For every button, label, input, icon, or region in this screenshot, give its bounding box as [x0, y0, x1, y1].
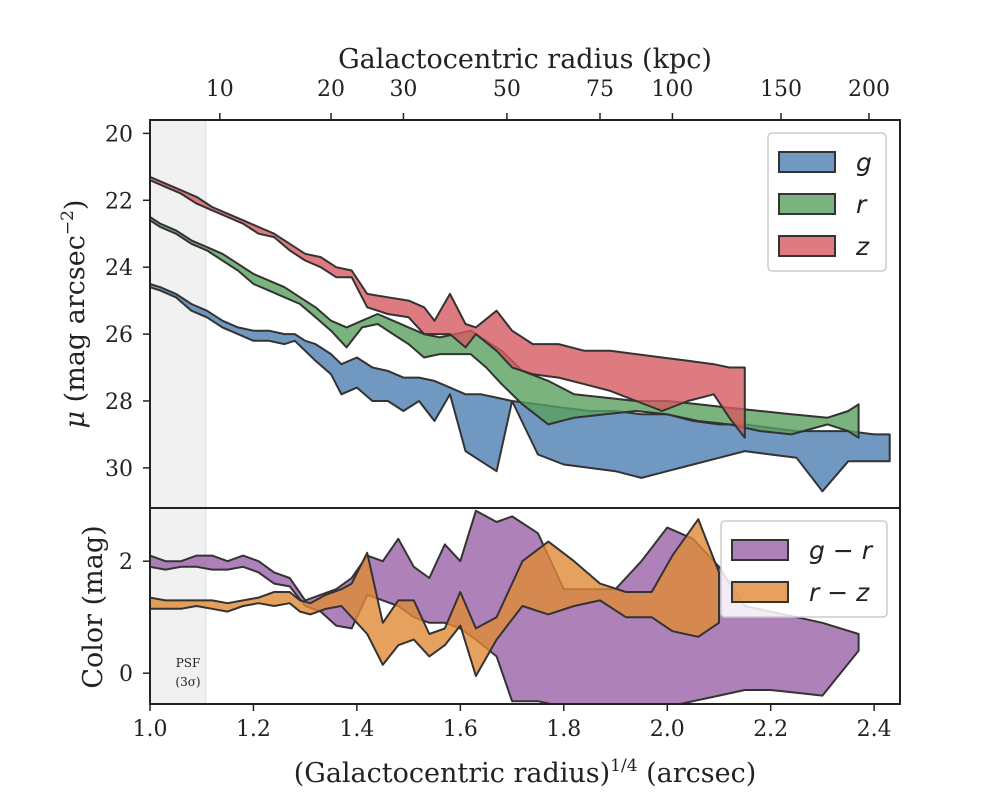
y-axis-label-unit: (mag arcsec	[60, 235, 91, 402]
legend-top: grz	[767, 132, 887, 272]
y-tick-label-30: 30	[105, 457, 133, 482]
color-tick-label-0: 0	[119, 662, 133, 687]
x-axis-label-superscript: 1/4	[610, 756, 637, 776]
kpc-tick-label-150: 150	[760, 77, 802, 102]
y-axis-label-close: )	[60, 200, 91, 211]
x-tick-label-1.0: 1.0	[133, 717, 168, 742]
top-x-axis-label: Galactocentric radius (kpc)	[338, 44, 712, 75]
legend-label-z: z	[855, 232, 870, 261]
y-tick-label-20: 20	[105, 122, 133, 147]
x-tick-label-2.4: 2.4	[857, 717, 892, 742]
bottom-y-axis-label: Color (mag)	[78, 525, 109, 688]
kpc-tick-label-200: 200	[848, 77, 890, 102]
series-band-r	[150, 216, 860, 439]
kpc-tick-label-100: 100	[651, 77, 693, 102]
kpc-tick-label-75: 75	[586, 77, 614, 102]
legend-swatch-g-r	[731, 539, 789, 561]
legend-label-g-r: g − r	[809, 536, 874, 565]
psf-label-line1: PSF	[176, 656, 201, 670]
bottom-panel-frame	[149, 507, 901, 705]
y-axis-label-mu: μ	[60, 411, 91, 429]
legend-swatch-r-z	[731, 581, 789, 603]
bottom-x-axis-label: (Galactocentric radius)1/4 (arcsec)	[294, 756, 757, 789]
color-tick-label-2: 2	[119, 550, 133, 575]
bottom-panel-series	[150, 509, 860, 704]
kpc-tick-label-20: 20	[317, 77, 345, 102]
kpc-tick-label-50: 50	[493, 77, 521, 102]
x-tick-label-1.6: 1.6	[443, 717, 478, 742]
legend-swatch-r	[778, 193, 836, 215]
x-tick-label-1.8: 1.8	[546, 717, 581, 742]
legend-swatch-g	[778, 151, 836, 173]
top-y-axis-label: μ (mag arcsec−2)	[58, 200, 91, 429]
legend-swatch-z	[778, 235, 836, 257]
x-tick-label-1.2: 1.2	[236, 717, 271, 742]
y-tick-label-26: 26	[105, 323, 133, 348]
axes-ticks: 20 22 24 26 28 30 0 2 1.0 1.2 1.4 1.6 1.8 2.0 2.2 2.4 10…	[105, 77, 892, 742]
x-axis-label-main: (Galactocentric radius)	[294, 758, 610, 789]
x-tick-label-2.0: 2.0	[650, 717, 685, 742]
top-panel-series	[150, 175, 891, 493]
kpc-tick-label-10: 10	[206, 77, 234, 102]
series-band-g	[150, 282, 891, 493]
y-tick-label-24: 24	[105, 256, 133, 281]
legend-label-r: r	[856, 190, 868, 219]
x-tick-label-2.2: 2.2	[753, 717, 788, 742]
psf-label-line2: (3σ)	[175, 675, 200, 689]
legend-bottom: g − r r − z	[720, 520, 888, 618]
series-band-z	[150, 175, 746, 439]
y-tick-label-28: 28	[105, 390, 133, 415]
y-axis-label-superscript: −2	[58, 210, 78, 235]
series-band-r-z	[150, 518, 720, 677]
legend-label-g: g	[856, 148, 872, 177]
legend-label-r-z: r − z	[809, 578, 870, 607]
kpc-tick-label-30: 30	[389, 77, 417, 102]
x-axis-label-unit: (arcsec)	[638, 758, 757, 789]
y-tick-label-22: 22	[105, 189, 133, 214]
x-tick-label-1.4: 1.4	[339, 717, 374, 742]
